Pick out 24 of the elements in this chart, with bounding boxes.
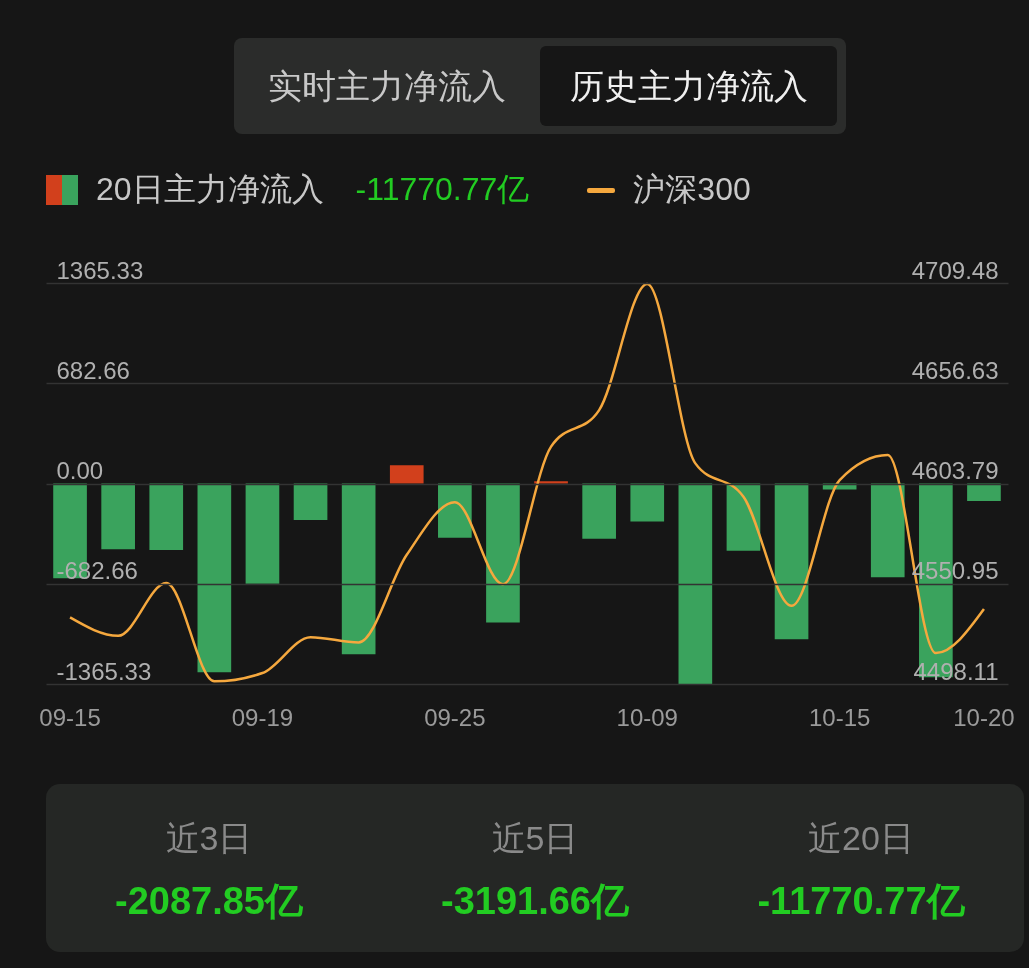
x-tick-label: 09-15	[39, 703, 101, 731]
x-tick-label: 10-15	[808, 703, 871, 731]
y2-tick-label: 4709.48	[911, 256, 999, 284]
text: 历史主力净流入	[540, 46, 837, 126]
legend-label: 沪深300	[633, 170, 751, 209]
y2-tick-label: 4656.63	[911, 356, 999, 384]
text: 实时主力净流入	[267, 66, 507, 107]
text: -2087.85亿	[114, 879, 304, 924]
y-tick-label: -1365.33	[56, 657, 152, 685]
text: 近5日	[490, 818, 580, 859]
y2-tick-label: 4603.79	[911, 457, 999, 485]
x-tick-label: 10-09	[616, 703, 678, 731]
text: -3191.66亿	[440, 879, 630, 924]
legend-label: 20日主力净流入	[96, 170, 324, 209]
y-tick-label: 0.00	[56, 457, 104, 484]
text: -11770.77亿	[756, 879, 966, 924]
text: -11770.77亿	[355, 170, 530, 209]
y-tick-label: 1365.33	[56, 256, 144, 284]
x-tick-label: 09-25	[424, 703, 486, 731]
x-tick-label: 09-19	[231, 703, 294, 731]
x-tick-label: 10-20	[953, 703, 1015, 731]
text: 近20日	[807, 818, 915, 859]
y-tick-label: 682.66	[56, 356, 130, 384]
text: 近3日	[164, 818, 254, 859]
